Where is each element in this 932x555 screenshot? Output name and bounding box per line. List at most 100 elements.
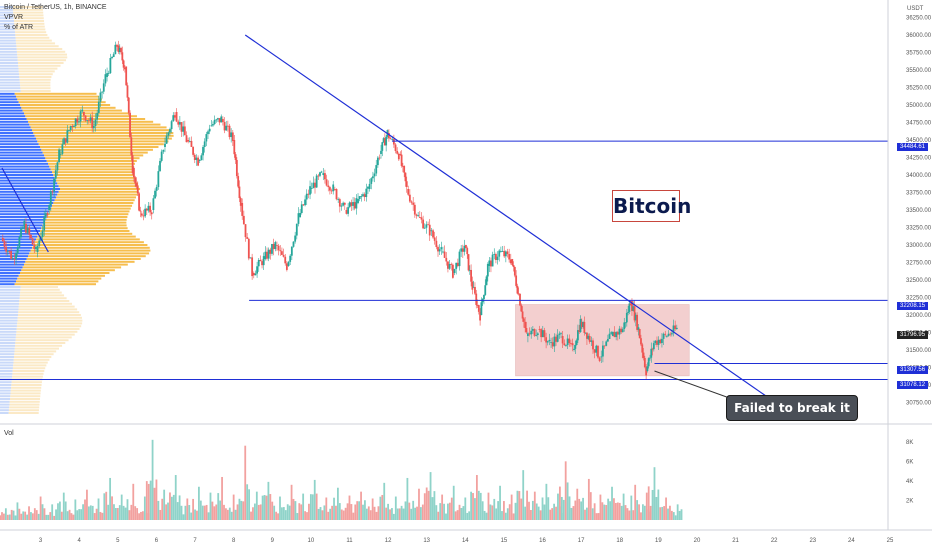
candle-down bbox=[190, 140, 193, 147]
volume-bar-up bbox=[537, 506, 540, 520]
volume-bar-up bbox=[362, 504, 364, 520]
volume-bar-up bbox=[157, 500, 160, 520]
candle-up bbox=[535, 335, 538, 336]
candle-up bbox=[546, 341, 549, 343]
volume-bar-down bbox=[533, 491, 536, 520]
volume-tick-label: 4K bbox=[906, 479, 913, 485]
time-tick-label: 16 bbox=[539, 538, 546, 544]
vpvr-bar-down bbox=[54, 199, 135, 202]
vpvr-indicator-label[interactable]: VPVR bbox=[4, 14, 24, 21]
vpvr-bar-down bbox=[10, 389, 41, 392]
candle-up bbox=[348, 202, 351, 208]
candle-up bbox=[97, 101, 100, 113]
vpvr-bar-down bbox=[22, 266, 122, 269]
volume-bar-down bbox=[161, 498, 164, 520]
vpvr-bar-down bbox=[9, 406, 40, 409]
candle-up bbox=[188, 140, 191, 142]
volume-bar-down bbox=[315, 493, 318, 520]
candle-down bbox=[131, 155, 134, 174]
volume-bar-up bbox=[570, 507, 573, 520]
vpvr-bar-down bbox=[13, 364, 47, 367]
atr-indicator-label[interactable]: % of ATR bbox=[4, 24, 34, 31]
vpvr-bar-up bbox=[0, 272, 20, 274]
volume-bar-up bbox=[273, 505, 276, 520]
candle-up bbox=[375, 165, 378, 174]
volume-bar-down bbox=[555, 506, 557, 520]
volume-bar-down bbox=[584, 509, 586, 520]
candle-down bbox=[226, 125, 229, 127]
candle-down bbox=[177, 121, 180, 125]
time-tick-label: 4 bbox=[78, 538, 82, 544]
volume-bar-down bbox=[33, 508, 36, 520]
candle-up bbox=[118, 47, 121, 52]
volume-bar-down bbox=[408, 502, 411, 520]
vpvr-bar-up bbox=[0, 384, 12, 386]
price-tick-label: 35750.00 bbox=[906, 51, 932, 57]
vpvr-bar-down bbox=[24, 263, 128, 266]
volume-bar-up bbox=[263, 495, 266, 520]
vpvr-bar-up bbox=[0, 73, 20, 76]
candle-down bbox=[479, 311, 482, 321]
candle-down bbox=[508, 254, 511, 260]
volume-bar-down bbox=[454, 511, 457, 520]
candle-up bbox=[155, 187, 158, 191]
symbol-title: Bitcoin / TetherUS, 1h, BINANCE bbox=[4, 4, 107, 11]
volume-bar-down bbox=[352, 512, 355, 520]
volume-bar-up bbox=[45, 514, 48, 520]
candle-down bbox=[404, 172, 407, 182]
failed-breakdown-callout[interactable]: Failed to break it down bbox=[726, 395, 858, 439]
vpvr-bar-up bbox=[0, 11, 14, 14]
candle-up bbox=[618, 328, 621, 335]
volume-bar-down bbox=[84, 499, 86, 520]
candle-up bbox=[650, 348, 653, 358]
volume-bar-up bbox=[57, 503, 59, 520]
vpvr-bar-up bbox=[0, 53, 18, 56]
vpvr-bar-down bbox=[20, 84, 51, 87]
candle-down bbox=[551, 342, 554, 347]
vpvr-bar-up bbox=[0, 78, 20, 81]
candle-up bbox=[89, 117, 92, 121]
candle-down bbox=[545, 337, 548, 343]
bitcoin-title-annotation[interactable]: Bitcoin bbox=[612, 190, 691, 222]
vpvr-bar-up bbox=[0, 314, 18, 316]
candle-down bbox=[669, 333, 672, 335]
candle-up bbox=[611, 331, 614, 336]
vpvr-bar-down bbox=[18, 62, 64, 64]
candle-up bbox=[207, 131, 209, 135]
volume-bar-up bbox=[466, 512, 469, 520]
candle-up bbox=[460, 248, 463, 252]
candle-up bbox=[358, 196, 361, 200]
candle-down bbox=[259, 259, 262, 262]
vpvr-bar-up bbox=[0, 244, 34, 246]
candle-down bbox=[314, 182, 316, 188]
candle-up bbox=[368, 183, 371, 189]
candle-down bbox=[437, 247, 439, 252]
vpvr-bar-up bbox=[0, 39, 16, 42]
candle-up bbox=[35, 246, 37, 249]
candle-up bbox=[26, 227, 29, 233]
volume-bar-down bbox=[300, 504, 303, 520]
candle-up bbox=[628, 303, 631, 312]
volume-bar-up bbox=[198, 486, 200, 520]
candle-down bbox=[324, 173, 326, 180]
volume-bar-down bbox=[346, 503, 349, 520]
volume-bar-up bbox=[460, 508, 463, 520]
candle-up bbox=[496, 256, 499, 260]
volume-bar-down bbox=[510, 494, 513, 520]
vpvr-bar-down bbox=[44, 221, 127, 224]
vpvr-bar-up bbox=[0, 277, 18, 280]
candle-up bbox=[53, 178, 56, 192]
candle-up bbox=[595, 345, 598, 353]
volume-bar-up bbox=[234, 509, 237, 520]
candle-up bbox=[373, 173, 376, 177]
volume-bar-down bbox=[512, 513, 515, 520]
volume-bar-up bbox=[447, 503, 449, 520]
candle-up bbox=[147, 205, 150, 211]
candle-up bbox=[362, 194, 364, 197]
candle-down bbox=[477, 305, 480, 312]
candle-down bbox=[145, 208, 148, 211]
candle-up bbox=[372, 176, 374, 179]
volume-bar-up bbox=[464, 497, 467, 520]
